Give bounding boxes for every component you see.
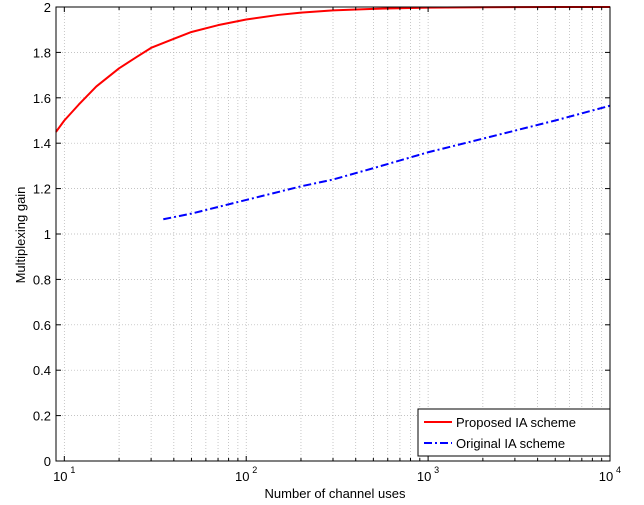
x-tick-label: 10	[599, 469, 613, 484]
y-tick-label: 1	[44, 227, 51, 242]
y-axis-label: Multiplexing gain	[13, 187, 28, 284]
y-tick-label: 2	[44, 0, 51, 15]
y-tick-label: 0.8	[33, 272, 51, 287]
grid	[55, 6, 610, 462]
x-tick-label: 10	[235, 469, 249, 484]
x-axis-label: Number of channel uses	[265, 486, 406, 501]
x-tick-label: 10	[53, 469, 67, 484]
x-tick-exponent: 1	[70, 465, 75, 475]
y-tick-label: 0	[44, 454, 51, 469]
legend-label-original: Original IA scheme	[456, 436, 565, 451]
x-tick-exponent: 2	[252, 465, 257, 475]
legend-label-proposed: Proposed IA scheme	[456, 415, 576, 430]
legend: Proposed IA scheme Original IA scheme	[417, 408, 611, 457]
series-line-original	[163, 104, 611, 221]
y-tick-label: 1.4	[33, 136, 51, 151]
y-tick-label: 0.2	[33, 409, 51, 424]
x-tick-exponent: 3	[434, 465, 439, 475]
x-tick-exponent: 4	[616, 465, 621, 475]
y-tick-label: 1.6	[33, 91, 51, 106]
legend-box	[417, 408, 611, 457]
y-tick-label: 0.4	[33, 363, 51, 378]
y-tick-label: 0.6	[33, 318, 51, 333]
y-tick-label: 1.2	[33, 182, 51, 197]
x-tick-label: 10	[417, 469, 431, 484]
y-tick-label: 1.8	[33, 45, 51, 60]
